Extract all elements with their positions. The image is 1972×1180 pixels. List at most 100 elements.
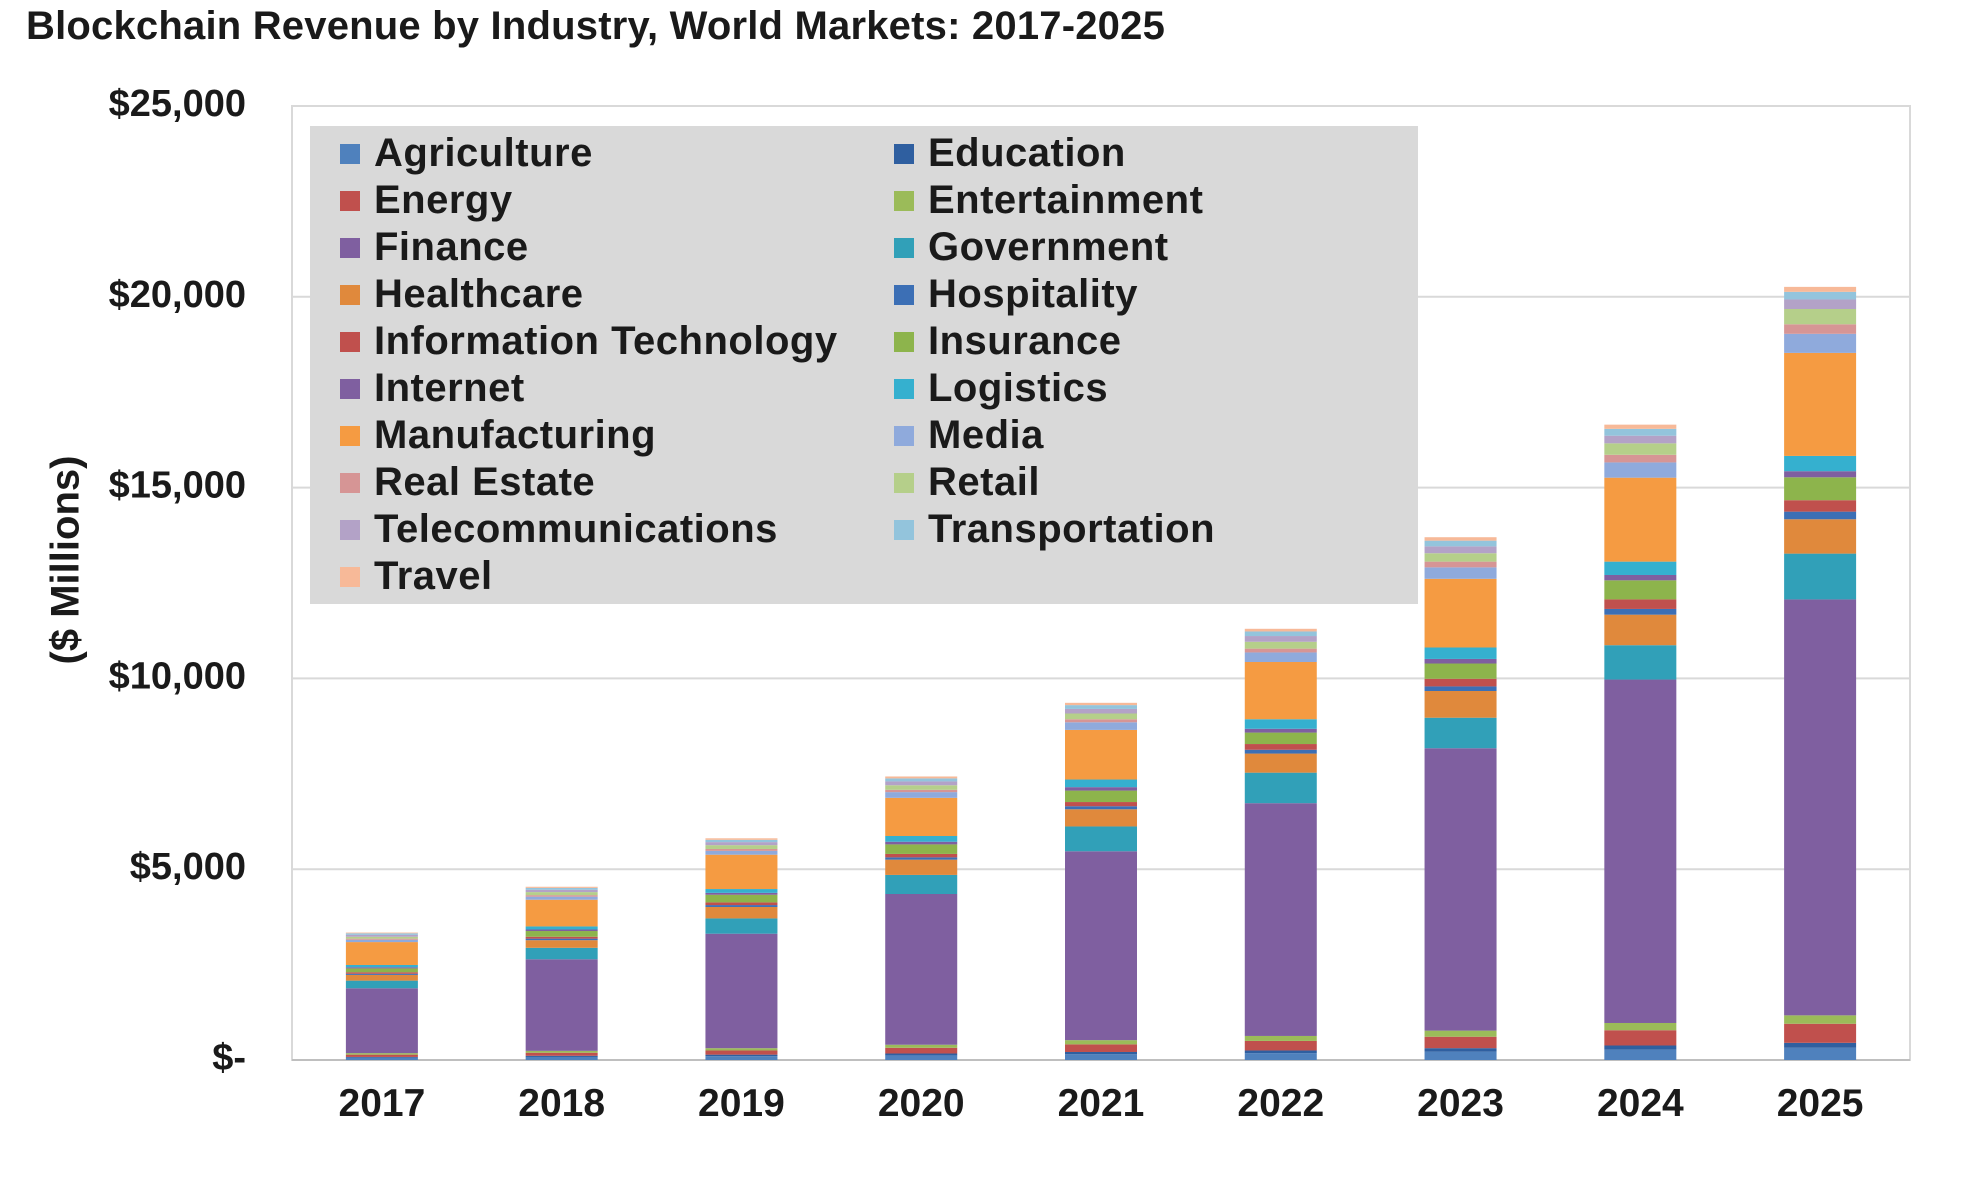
bar-segment [1424, 537, 1497, 541]
legend-swatch [340, 425, 360, 446]
bar-segment [885, 785, 958, 790]
bar-segment [705, 905, 778, 907]
bar-segment [1244, 1040, 1317, 1051]
bar-segment [345, 1056, 418, 1058]
legend-item: Retail [894, 459, 1414, 506]
legend-label: Hospitality [928, 272, 1138, 316]
bar-segment [1604, 679, 1677, 1023]
bar-segment [1424, 686, 1497, 691]
x-tick-label: 2021 [1058, 1082, 1145, 1125]
bar-segment [705, 1048, 778, 1051]
y-tick-label: $25,000 [109, 83, 246, 125]
legend-swatch [894, 519, 914, 540]
bar-segment [705, 838, 778, 840]
bar-segment [1065, 705, 1137, 709]
bar-segment [1244, 628, 1317, 632]
legend-item: Manufacturing [340, 412, 894, 459]
legend-swatch [894, 143, 914, 164]
bar-segment [1604, 614, 1677, 646]
bar-segment [525, 936, 598, 939]
legend-grid: Agriculture Education Energy Entertainment F… [340, 130, 1418, 600]
bar-segment [1065, 708, 1137, 714]
x-tick-label: 2020 [878, 1082, 965, 1125]
bar-segment [1604, 477, 1677, 562]
bar-segment [1424, 578, 1497, 648]
bar-segment [1784, 309, 1857, 325]
bar-segment [1065, 787, 1137, 791]
legend: Agriculture Education Energy Entertainment F… [310, 126, 1418, 604]
x-tick-label: 2025 [1777, 1082, 1864, 1125]
bar-segment [1244, 772, 1317, 804]
bar-segment [1784, 352, 1857, 456]
bar-segment [1604, 574, 1677, 581]
y-axis-ticks: $- $5,000 $10,000 $15,000 $20,000 $25,000 [109, 83, 246, 1079]
bar-segment [1604, 645, 1677, 680]
bar-segment [885, 797, 958, 837]
bar-segment [1065, 719, 1137, 723]
bar-segment [1784, 291, 1857, 300]
legend-item: Hospitality [894, 271, 1414, 318]
legend-item: Telecommunications [340, 506, 894, 553]
bar-segment [1604, 561, 1677, 575]
bar-segment [705, 845, 778, 849]
legend-swatch [894, 190, 914, 211]
bar-segment [525, 1052, 598, 1056]
legend-item: Agriculture [340, 130, 894, 177]
y-tick-label: $10,000 [109, 655, 246, 697]
bar-segment [1604, 443, 1677, 455]
legend-label: Retail [928, 460, 1040, 504]
legend-label: Finance [374, 225, 529, 269]
legend-swatch [340, 284, 360, 305]
bar-segment [1784, 500, 1857, 512]
legend-swatch [894, 331, 914, 352]
bar-segment [885, 894, 958, 1045]
legend-label: Transportation [928, 507, 1216, 551]
bar-segment [885, 853, 958, 858]
bar-segment [1244, 728, 1317, 733]
bar-segment [1604, 424, 1677, 429]
bar-segment [885, 1044, 958, 1048]
x-tick-label: 2022 [1237, 1082, 1324, 1125]
x-tick-label: 2018 [518, 1082, 605, 1125]
bar-segment [1424, 1030, 1497, 1037]
bar-segment [525, 899, 598, 927]
bar-segment [1604, 462, 1677, 478]
legend-label: Entertainment [928, 178, 1204, 222]
bar-segment [1244, 631, 1317, 637]
bar-segment [705, 1056, 778, 1060]
legend-item: Education [894, 130, 1414, 177]
bar-segment [1424, 553, 1497, 562]
bar-segment [1604, 1022, 1677, 1031]
bar-segment [885, 792, 958, 798]
bar-segment [345, 939, 418, 943]
bar-segment [1424, 540, 1497, 547]
bar-segment [1424, 1036, 1497, 1049]
bar-segment [1424, 1051, 1497, 1060]
bar-segment [1784, 324, 1857, 334]
legend-label: Government [928, 225, 1169, 269]
x-axis-ticks: 2017 2018 2019 2020 2021 2022 2023 2024 2025 [339, 1082, 1864, 1125]
legend-item: Information Technology [340, 318, 894, 365]
legend-label: Internet [374, 366, 525, 410]
y-tick-label: $20,000 [109, 274, 246, 316]
bar-segment [885, 1047, 958, 1054]
bar-segment [525, 886, 598, 888]
bar-segment [1424, 678, 1497, 687]
bar-segment [1244, 744, 1317, 750]
legend-label: Insurance [928, 319, 1122, 363]
bar-segment [1424, 663, 1497, 679]
bar-segment [705, 933, 778, 1049]
bar-segment [345, 974, 418, 981]
bar-segment [885, 1053, 958, 1056]
legend-label: Media [928, 413, 1044, 457]
bar-segment [345, 988, 418, 1054]
bar-segment [1244, 641, 1317, 649]
bar-segment [1065, 806, 1137, 810]
bar-segment [345, 933, 418, 935]
bar-segment [1784, 511, 1857, 520]
x-tick-label: 2023 [1417, 1082, 1504, 1125]
legend-item: Energy [340, 177, 894, 224]
y-tick-label: $5,000 [130, 846, 246, 888]
bar-segment [705, 892, 778, 895]
